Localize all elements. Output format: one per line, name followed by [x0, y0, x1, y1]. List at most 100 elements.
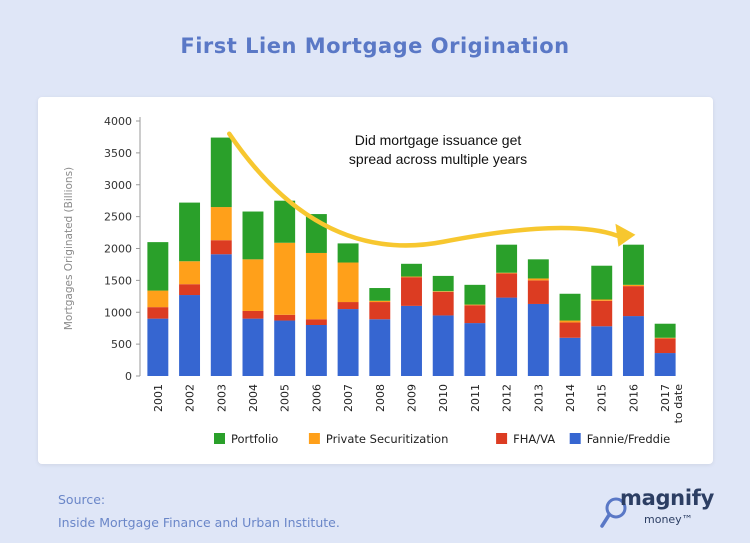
legend-swatch	[214, 433, 225, 444]
bar-segment	[274, 320, 296, 376]
x-tick-label: 2003	[215, 384, 228, 412]
bar-segment	[179, 261, 201, 285]
bar-segment	[305, 325, 327, 376]
x-tick-label: 2013	[532, 384, 545, 412]
annotation-arrow	[227, 131, 620, 248]
bar-segment	[559, 322, 581, 338]
bar-segment	[179, 295, 201, 376]
magnifier-icon	[600, 497, 627, 528]
y-tick-label: 4000	[104, 115, 132, 128]
x-tick-label: 2006	[310, 384, 323, 412]
bar-segment	[527, 259, 549, 279]
bar-segment	[147, 318, 169, 376]
x-tick-label: 2014	[564, 384, 577, 412]
x-tick-label: 2008	[374, 384, 387, 412]
x-tick-label: 2016	[627, 384, 640, 412]
bar-segment	[369, 300, 391, 303]
bar-segment	[559, 293, 581, 321]
bar-segment	[496, 297, 518, 376]
x-tick-label: 2002	[184, 384, 197, 412]
bar-segment	[464, 284, 486, 305]
x-tick-label: 2007	[342, 384, 355, 412]
y-axis-title: Mortgages Originated (Billions)	[63, 167, 75, 330]
bar-segment	[527, 280, 549, 304]
bar-segment	[210, 254, 232, 376]
bar-segment	[527, 303, 549, 376]
page-title: First Lien Mortgage Origination	[180, 34, 570, 58]
bar-segment	[337, 243, 359, 263]
bar-segment	[622, 244, 644, 285]
y-tick-label: 1500	[104, 274, 132, 287]
x-tick-label: 2017to date	[659, 384, 685, 424]
chart-card: 0 500 1000 1500 2000 2500 3000 3500 4000 Mortgage…	[38, 97, 713, 464]
bar-segment	[147, 307, 169, 319]
bar-segment	[369, 302, 391, 320]
source-label: Source:	[58, 492, 106, 507]
bar-segment	[654, 323, 676, 338]
bar-segment	[179, 202, 201, 262]
x-tick-label: 2004	[247, 384, 260, 412]
bar-segment	[242, 318, 264, 376]
brand-logo: magnify money™	[600, 486, 730, 536]
bar-segment	[496, 272, 518, 274]
bar-segment	[432, 291, 454, 316]
bar-segment	[401, 263, 422, 277]
x-tick-label: 2010	[437, 384, 450, 412]
bar-segment	[464, 305, 486, 324]
bar-segment	[622, 316, 644, 376]
bar-segment	[654, 338, 676, 354]
bar-segment	[147, 290, 169, 308]
stacked-bar-chart: 0 500 1000 1500 2000 2500 3000 3500 4000 Mortgage…	[63, 115, 685, 446]
bar-segment	[432, 275, 454, 292]
bar-segment	[527, 278, 549, 281]
legend-swatch	[569, 433, 581, 444]
y-tick-label: 3000	[104, 179, 132, 192]
legend-swatch	[496, 433, 508, 444]
brand-sub: money™	[644, 513, 693, 526]
annotation-text: spread across multiple years	[349, 151, 527, 167]
x-tick-label: 2001	[152, 384, 165, 412]
bar-segment	[274, 314, 296, 321]
y-tick-label: 500	[111, 338, 132, 351]
bar-segment	[337, 309, 359, 376]
bar-segment	[464, 304, 486, 306]
bar-segment	[242, 259, 264, 311]
bar-segment	[242, 310, 264, 319]
x-tick-label: 2005	[279, 384, 292, 412]
bar-segment	[147, 242, 169, 291]
annotation-arrowhead	[615, 223, 636, 247]
legend-swatch	[308, 433, 320, 444]
x-tick-label: 2012	[501, 384, 514, 412]
y-tick-label: 2500	[104, 211, 132, 224]
bar-segment	[591, 299, 613, 301]
source-text: Inside Mortgage Finance and Urban Instit…	[58, 515, 340, 530]
bar-segment	[559, 320, 581, 323]
x-tick-label: 2015	[596, 384, 609, 412]
bar-segment	[654, 353, 676, 376]
source-note: Source: Inside Mortgage Finance and Urba…	[58, 488, 340, 534]
bar-segment	[401, 305, 422, 376]
y-tick-label: 1000	[104, 306, 132, 319]
y-tick-label: 3500	[104, 147, 132, 160]
bar-segment	[654, 337, 676, 339]
bar-segment	[305, 319, 327, 325]
bar-segment	[622, 284, 644, 287]
bar-segment	[622, 286, 644, 317]
bar-segment	[337, 302, 359, 310]
bar-segment	[369, 319, 391, 376]
bar-segment	[432, 291, 454, 292]
bar-segment	[179, 284, 201, 296]
bar-segment	[591, 265, 613, 300]
bar-segment	[591, 300, 613, 327]
legend-label: Private Securitization	[326, 432, 448, 446]
bar-segment	[274, 200, 296, 243]
brand-name: magnify	[620, 486, 714, 510]
bar-segment	[210, 207, 232, 241]
bar-segment	[591, 326, 613, 376]
legend-label: Portfolio	[231, 432, 278, 446]
y-tick-label: 0	[125, 370, 132, 383]
y-tick-label: 2000	[104, 243, 132, 256]
bar-segment	[210, 137, 232, 208]
bar-segment	[305, 252, 327, 320]
legend-label: Fannie/Freddie	[587, 432, 671, 446]
